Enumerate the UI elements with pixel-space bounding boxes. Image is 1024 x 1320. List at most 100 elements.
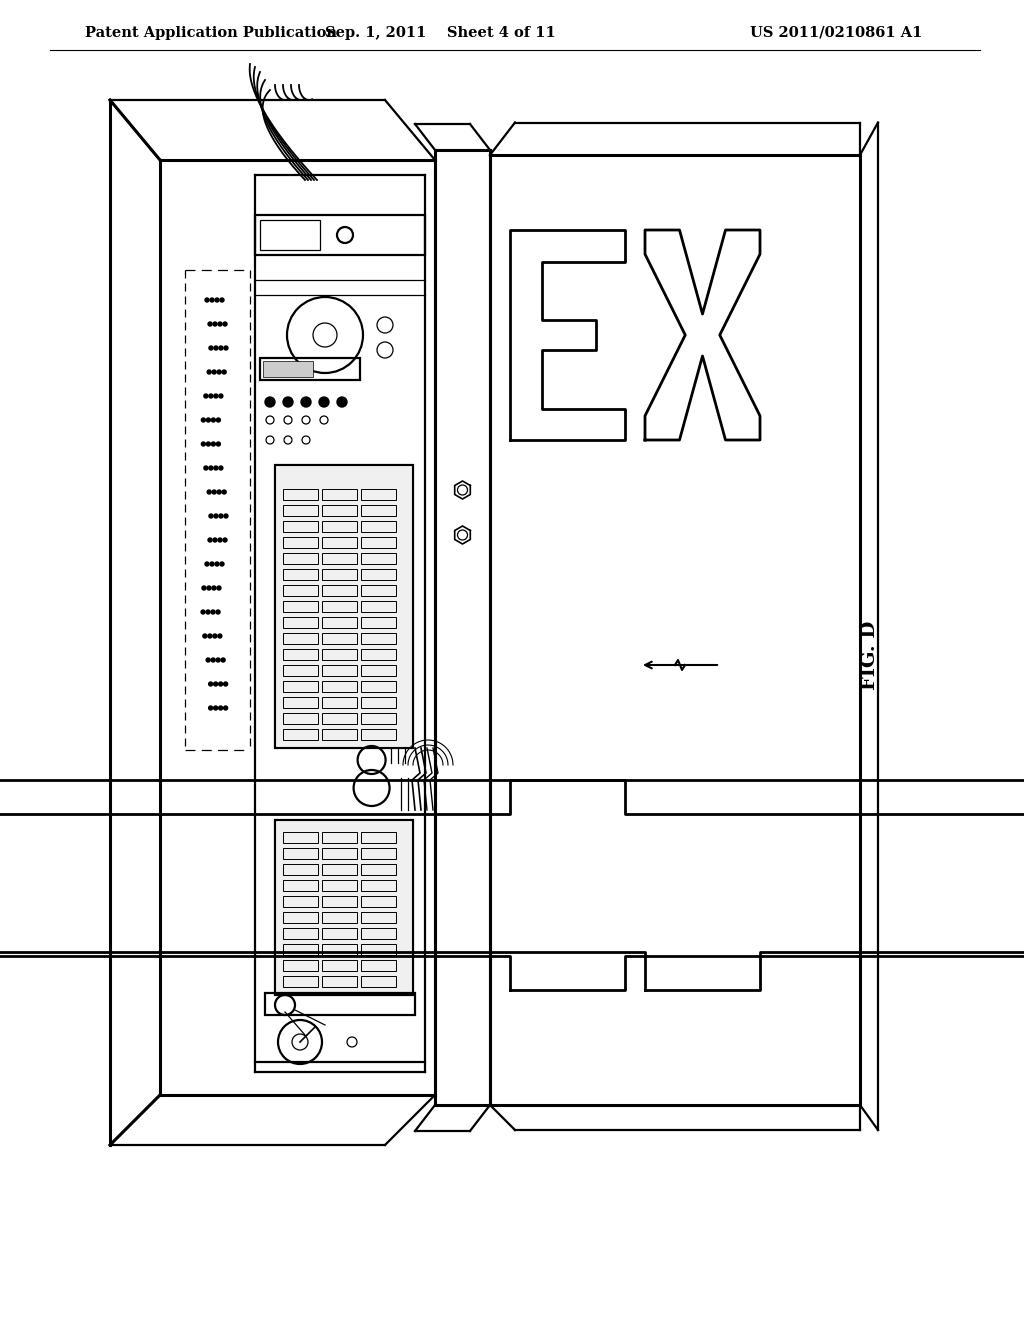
Circle shape [219, 513, 223, 517]
Bar [361, 960, 396, 972]
Circle shape [207, 442, 210, 446]
Bar [283, 569, 318, 579]
Circle shape [212, 586, 216, 590]
Bar [283, 880, 318, 891]
Bar [322, 865, 357, 875]
Circle shape [209, 393, 213, 399]
Bar [322, 880, 357, 891]
Bar [361, 616, 396, 628]
Text: FIG. D: FIG. D [861, 620, 879, 689]
Bar [283, 616, 318, 628]
Circle shape [213, 539, 217, 543]
Bar [361, 506, 396, 516]
Bar [322, 832, 357, 843]
Bar [322, 569, 357, 579]
Bar [361, 634, 396, 644]
Bar [361, 713, 396, 723]
Bar [322, 729, 357, 741]
Circle shape [216, 442, 220, 446]
Circle shape [219, 682, 222, 686]
Circle shape [213, 634, 217, 638]
Bar [283, 697, 318, 708]
Bar [322, 912, 357, 923]
Bar [361, 601, 396, 612]
Bar [283, 537, 318, 548]
Bar [361, 681, 396, 692]
Bar [283, 832, 318, 843]
Circle shape [207, 490, 211, 494]
Circle shape [219, 706, 222, 710]
Circle shape [205, 298, 209, 302]
Bar [361, 697, 396, 708]
Circle shape [214, 682, 218, 686]
Bar [361, 865, 396, 875]
Circle shape [208, 634, 212, 638]
Bar [361, 729, 396, 741]
Circle shape [209, 466, 213, 470]
Bar [361, 569, 396, 579]
Bar [361, 847, 396, 859]
Bar [361, 585, 396, 597]
Circle shape [214, 513, 218, 517]
Circle shape [206, 610, 210, 614]
Circle shape [215, 562, 219, 566]
Circle shape [218, 634, 222, 638]
Bar [283, 553, 318, 564]
Circle shape [265, 397, 275, 407]
Bar [361, 832, 396, 843]
Bar [283, 665, 318, 676]
Circle shape [216, 657, 220, 663]
Bar [322, 616, 357, 628]
Bar [283, 634, 318, 644]
Bar [255, 215, 425, 255]
Bar [283, 865, 318, 875]
Circle shape [212, 490, 216, 494]
Bar [322, 960, 357, 972]
Bar [322, 896, 357, 907]
Circle shape [221, 657, 225, 663]
Circle shape [210, 562, 214, 566]
Bar [283, 896, 318, 907]
Bar [322, 975, 357, 987]
Circle shape [337, 397, 347, 407]
Circle shape [219, 393, 223, 399]
Bar [283, 585, 318, 597]
Text: Patent Application Publication: Patent Application Publication [85, 26, 337, 40]
Circle shape [224, 513, 228, 517]
Bar [322, 928, 357, 939]
Bar [361, 912, 396, 923]
Circle shape [213, 322, 217, 326]
Bar [283, 506, 318, 516]
Bar [322, 681, 357, 692]
Circle shape [205, 562, 209, 566]
Bar [322, 847, 357, 859]
Circle shape [222, 370, 226, 374]
Circle shape [202, 442, 206, 446]
Circle shape [218, 322, 222, 326]
Bar [361, 928, 396, 939]
Circle shape [211, 442, 215, 446]
Circle shape [223, 682, 227, 686]
Circle shape [216, 610, 220, 614]
Circle shape [204, 393, 208, 399]
Bar [361, 649, 396, 660]
Circle shape [215, 298, 219, 302]
Bar [275, 465, 413, 748]
Bar [322, 649, 357, 660]
Circle shape [224, 346, 228, 350]
Circle shape [207, 370, 211, 374]
Bar [322, 634, 357, 644]
Bar [263, 360, 313, 378]
Circle shape [219, 466, 223, 470]
Bar [278, 822, 411, 993]
Circle shape [209, 346, 213, 350]
Circle shape [202, 418, 206, 422]
Bar [322, 521, 357, 532]
Circle shape [301, 397, 311, 407]
Bar [283, 975, 318, 987]
Bar [361, 665, 396, 676]
Bar [283, 912, 318, 923]
Circle shape [223, 539, 227, 543]
Bar [278, 467, 411, 746]
Bar [322, 665, 357, 676]
